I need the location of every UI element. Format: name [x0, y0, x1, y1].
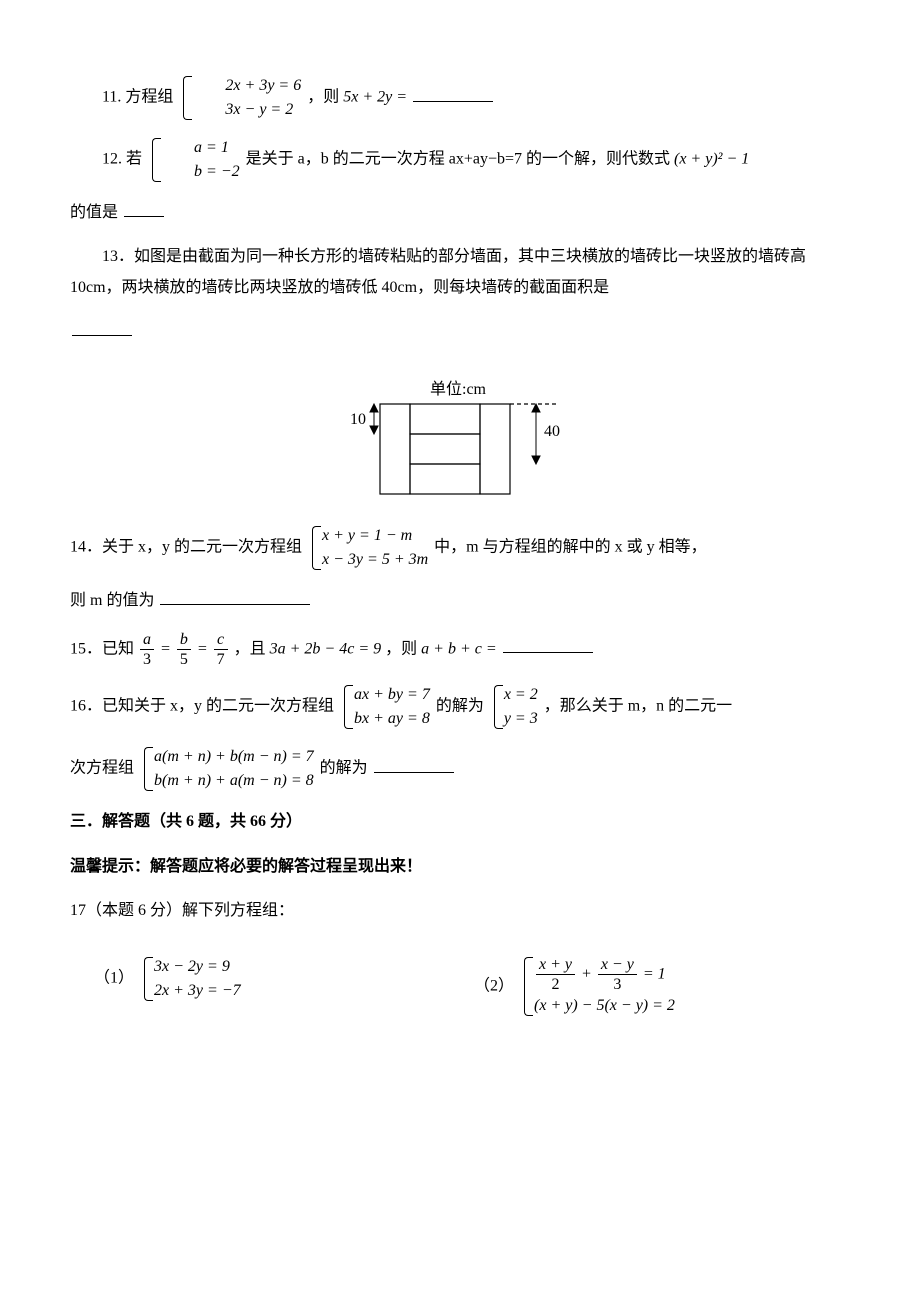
q16-eqC2: b(m + n) + a(m − n) = 8 [154, 769, 314, 793]
q17-p1-eq1: 3x − 2y = 9 [154, 955, 241, 979]
q14-eq2: x − 3y = 5 + 3m [322, 548, 428, 572]
q17-part2: （2） x + y2 + x − y3 = 1 (x + y) − 5(x − … [474, 955, 854, 1018]
q15-frac-b: b 5 [177, 630, 191, 669]
section-3-title: 三．解答题（共 6 题，共 66 分） [70, 807, 830, 837]
plus-icon: + [581, 965, 596, 982]
q17-p2-eq1: x + y2 + x − y3 = 1 [534, 955, 675, 994]
q16-eqC1: a(m + n) + b(m − n) = 7 [154, 745, 314, 769]
q16-tail: 的解为 [320, 760, 368, 777]
question-16-line2: 次方程组 a(m + n) + b(m − n) = 7 b(m + n) + … [70, 745, 830, 793]
q14-blank [160, 588, 310, 605]
q15-cond: 3a + 2b − 4c = 9 [270, 640, 382, 657]
question-16: 16．已知关于 x，y 的二元一次方程组 ax + by = 7 bx + ay… [70, 683, 830, 731]
q17-p1-system: 3x − 2y = 9 2x + 3y = −7 [140, 955, 241, 1003]
question-13-blank-row [70, 317, 830, 347]
q16-system-c: a(m + n) + b(m − n) = 7 b(m + n) + a(m −… [140, 745, 314, 793]
q13-blank [72, 319, 132, 336]
q14-label: 14．关于 x，y 的二元一次方程组 [70, 538, 302, 555]
q16-mid1: 的解为 [436, 698, 488, 715]
q17-p1-eq2: 2x + 3y = −7 [154, 979, 241, 1003]
q15-frac-a: a 3 [140, 630, 154, 669]
frac-den: 3 [598, 975, 637, 994]
q11-expr: 5x + 2y = [343, 89, 407, 106]
q15-frac-c-num: c [214, 630, 228, 650]
q15-frac-c: c 7 [214, 630, 228, 669]
question-11: 11. 方程组 2x + 3y = 6 3x − y = 2 ，则 5x + 2… [70, 74, 830, 122]
q12-eq2: b = −2 [162, 160, 240, 184]
q16-system-a: ax + by = 7 bx + ay = 8 [340, 683, 430, 731]
q17-part1: （1） 3x − 2y = 9 2x + 3y = −7 [70, 955, 474, 1018]
question-12: 12. 若 a = 1 b = −2 是关于 a，b 的二元一次方程 ax+ay… [70, 136, 830, 184]
question-14: 14．关于 x，y 的二元一次方程组 x + y = 1 − m x − 3y … [70, 524, 830, 572]
q16-eqB1: x = 2 [504, 683, 538, 707]
question-17: 17（本题 6 分）解下列方程组： [70, 896, 830, 926]
q16-system-b: x = 2 y = 3 [490, 683, 538, 731]
q17-p2-eq2: (x + y) − 5(x − y) = 2 [534, 994, 675, 1018]
q12-eq1: a = 1 [162, 136, 240, 160]
q14-tail: 则 m 的值为 [70, 592, 154, 609]
q15-frac-c-den: 7 [214, 650, 228, 669]
q17-p2-eq1-tail: = 1 [643, 965, 666, 982]
q14-mid: 中，m 与方程组的解中的 x 或 y 相等， [434, 538, 706, 555]
q11-tail: ，则 [307, 89, 343, 106]
q12-mid: 是关于 a，b 的二元一次方程 ax+ay−b=7 的一个解，则代数式 [246, 151, 674, 168]
q12-label: 12. 若 [102, 151, 142, 168]
q15-mid2: ，则 [385, 640, 421, 657]
q13-left-label: 10 [350, 411, 366, 428]
section-3-hint: 温馨提示：解答题应将必要的解答过程呈现出来！ [70, 852, 830, 882]
question-13: 13．如图是由截面为同一种长方形的墙砖粘贴的部分墙面，其中三块横放的墙砖比一块竖… [70, 242, 830, 303]
q15-expr: a + b + c = [421, 640, 497, 657]
q17-p2-system: x + y2 + x − y3 = 1 (x + y) − 5(x − y) =… [520, 955, 675, 1018]
q11-blank [413, 85, 493, 102]
frac-num: x + y [536, 955, 575, 975]
q15-frac-b-num: b [177, 630, 191, 650]
q17-p1-label: （1） [94, 969, 134, 986]
q15-frac-a-num: a [140, 630, 154, 650]
q16-eqA1: ax + by = 7 [354, 683, 430, 707]
question-15: 15．已知 a 3 = b 5 = c 7 ，且 3a + 2b − 4c = … [70, 630, 830, 669]
q13-unit-label: 单位:cm [430, 380, 487, 398]
q11-system: 2x + 3y = 6 3x − y = 2 [179, 74, 301, 122]
q14-eq1: x + y = 1 − m [322, 524, 428, 548]
q16-label: 16．已知关于 x，y 的二元一次方程组 [70, 698, 334, 715]
q16-eqA2: bx + ay = 8 [354, 707, 430, 731]
q16-eqB2: y = 3 [504, 707, 538, 731]
q13-right-label: 40 [544, 423, 560, 440]
q12-system: a = 1 b = −2 [148, 136, 240, 184]
q11-label: 11. 方程组 [102, 89, 173, 106]
question-14-line2: 则 m 的值为 [70, 586, 830, 616]
question-12-line2: 的值是 [70, 198, 830, 228]
q16-line2a: 次方程组 [70, 760, 138, 777]
eq-icon: = [197, 640, 212, 657]
q15-frac-b-den: 5 [177, 650, 191, 669]
eq-icon: = [160, 640, 175, 657]
q17-p2-label: （2） [474, 977, 514, 994]
q15-label: 15．已知 [70, 640, 138, 657]
q15-blank [503, 636, 593, 653]
q13-figure: 单位:cm 10 40 [310, 366, 590, 506]
q12-expr: (x + y)² − 1 [674, 151, 749, 168]
q14-system: x + y = 1 − m x − 3y = 5 + 3m [308, 524, 428, 572]
q15-frac-a-den: 3 [140, 650, 154, 669]
frac-num: x − y [598, 955, 637, 975]
q16-blank [374, 756, 454, 773]
q12-tail: 的值是 [70, 204, 118, 221]
frac-den: 2 [536, 975, 575, 994]
q12-blank [124, 200, 164, 217]
q17-columns: （1） 3x − 2y = 9 2x + 3y = −7 （2） x + y2 … [70, 941, 830, 1032]
q11-eq2: 3x − y = 2 [193, 98, 301, 122]
q15-mid1: ，且 [234, 640, 270, 657]
q16-mid2: ，那么关于 m，n 的二元一 [544, 698, 732, 715]
q13-text: 13．如图是由截面为同一种长方形的墙砖粘贴的部分墙面，其中三块横放的墙砖比一块竖… [70, 248, 806, 295]
q11-eq1: 2x + 3y = 6 [193, 74, 301, 98]
